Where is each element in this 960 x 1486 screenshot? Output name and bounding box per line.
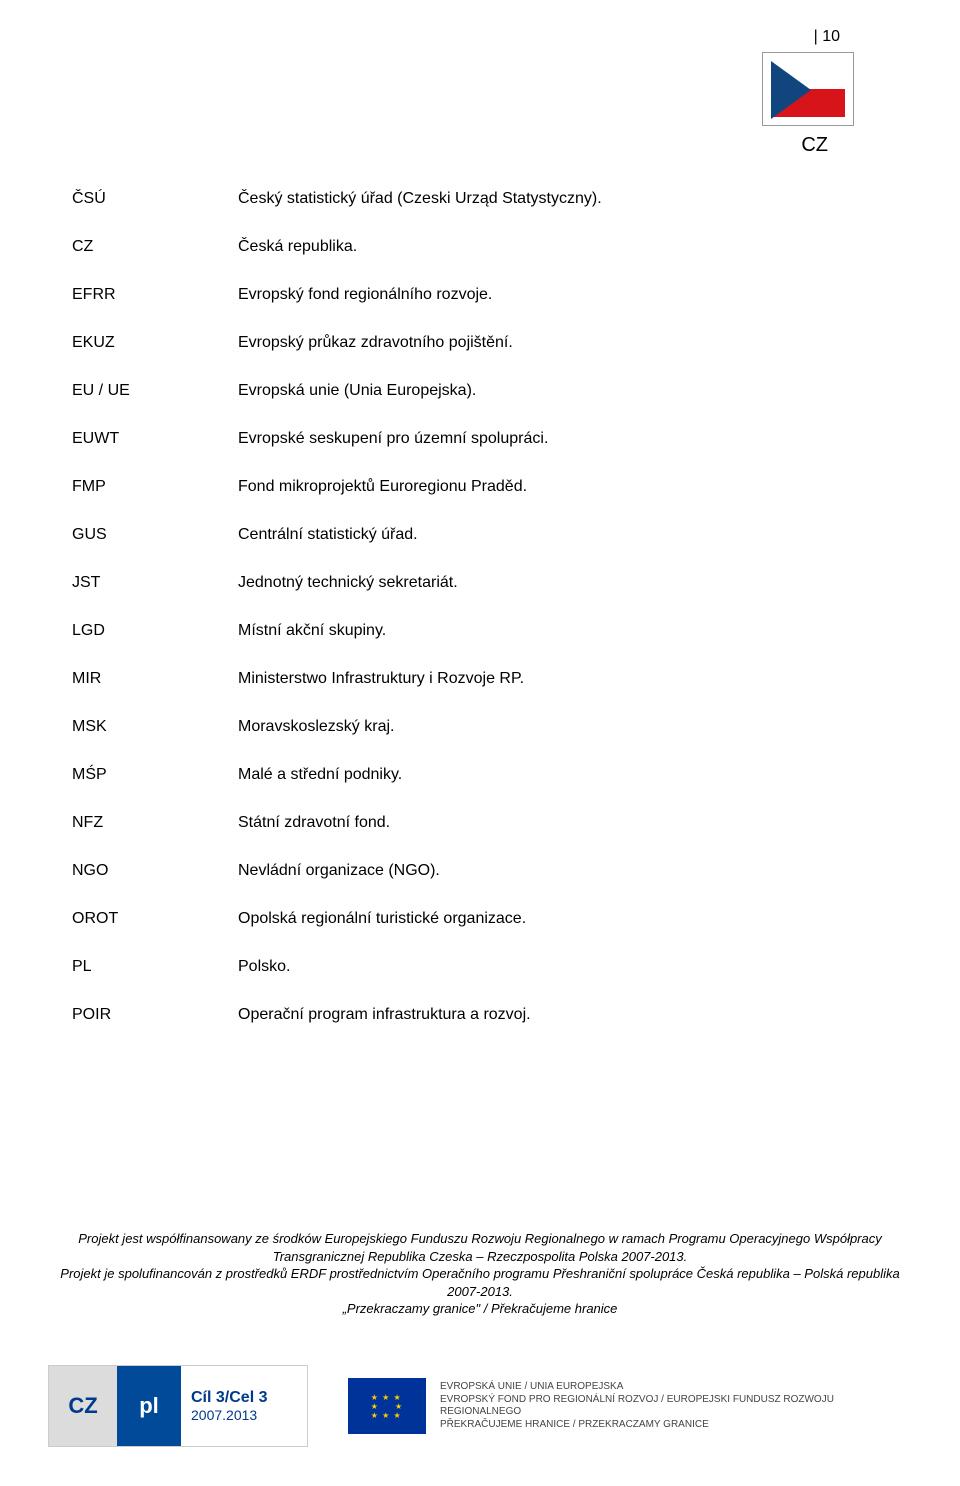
glossary-def: Jednotný technický sekretariát. <box>238 574 888 592</box>
glossary-def: Nevládní organizace (NGO). <box>238 862 888 880</box>
glossary-row: PLPolsko. <box>72 958 888 976</box>
eu-logo-text: EVROPSKÁ UNIE / UNIA EUROPEJSKA EVROPSKÝ… <box>440 1381 910 1431</box>
glossary-row: MSKMoravskoslezský kraj. <box>72 718 888 736</box>
glossary-abbr: MŚP <box>72 766 238 784</box>
glossary-row: ČSÚČeský statistický úřad (Czeski Urząd … <box>72 190 888 208</box>
glossary-def: Fond mikroprojektů Euroregionu Praděd. <box>238 478 888 496</box>
glossary-abbr: EUWT <box>72 430 238 448</box>
eu-flag-icon: ★ ★ ★★ ★★ ★ ★ <box>348 1378 426 1434</box>
glossary-abbr: CZ <box>72 238 238 256</box>
glossary-row: JSTJednotný technický sekretariát. <box>72 574 888 592</box>
program-logo: CZ pl Cíl 3/Cel 3 2007.2013 <box>48 1365 308 1447</box>
glossary-row: LGDMístní akční skupiny. <box>72 622 888 640</box>
glossary-def: Moravskoslezský kraj. <box>238 718 888 736</box>
glossary-row: OROTOpolská regionální turistické organi… <box>72 910 888 928</box>
footer-logos: CZ pl Cíl 3/Cel 3 2007.2013 ★ ★ ★★ ★★ ★ … <box>48 1356 912 1456</box>
glossary-def: Opolská regionální turistické organizace… <box>238 910 888 928</box>
glossary-abbr: EFRR <box>72 286 238 304</box>
glossary-abbr: NFZ <box>72 814 238 832</box>
logo-cil-years: 2007.2013 <box>191 1407 257 1423</box>
glossary-row: NGONevládní organizace (NGO). <box>72 862 888 880</box>
glossary-def: Ministerstwo Infrastruktury i Rozvoje RP… <box>238 670 888 688</box>
glossary-abbr: POIR <box>72 1006 238 1024</box>
glossary-abbr: NGO <box>72 862 238 880</box>
glossary-list: ČSÚČeský statistický úřad (Czeski Urząd … <box>72 190 888 1054</box>
glossary-abbr: EU / UE <box>72 382 238 400</box>
glossary-row: POIROperační program infrastruktura a ro… <box>72 1006 888 1024</box>
glossary-def: Operační program infrastruktura a rozvoj… <box>238 1006 888 1024</box>
logo-pl-part: pl <box>117 1366 181 1446</box>
footer-attribution: Projekt jest współfinansowany ze środków… <box>50 1230 910 1318</box>
glossary-row: EKUZEvropský průkaz zdravotního pojištěn… <box>72 334 888 352</box>
glossary-abbr: LGD <box>72 622 238 640</box>
glossary-row: GUSCentrální statistický úřad. <box>72 526 888 544</box>
glossary-abbr: EKUZ <box>72 334 238 352</box>
glossary-abbr: GUS <box>72 526 238 544</box>
glossary-abbr: PL <box>72 958 238 976</box>
glossary-def: Evropská unie (Unia Europejska). <box>238 382 888 400</box>
czech-flag-icon <box>762 52 854 126</box>
footer-line: Projekt jest współfinansowany ze środków… <box>78 1231 882 1264</box>
glossary-row: EU / UEEvropská unie (Unia Europejska). <box>72 382 888 400</box>
glossary-row: EUWTEvropské seskupení pro územní spolup… <box>72 430 888 448</box>
glossary-row: NFZStátní zdravotní fond. <box>72 814 888 832</box>
glossary-abbr: ČSÚ <box>72 190 238 208</box>
glossary-abbr: JST <box>72 574 238 592</box>
glossary-def: Centrální statistický úřad. <box>238 526 888 544</box>
eu-line: EVROPSKÁ UNIE / UNIA EUROPEJSKA <box>440 1381 623 1392</box>
glossary-def: Malé a střední podniky. <box>238 766 888 784</box>
country-code-label: CZ <box>801 134 828 157</box>
glossary-abbr: MSK <box>72 718 238 736</box>
eu-logo-block: ★ ★ ★★ ★★ ★ ★ EVROPSKÁ UNIE / UNIA EUROP… <box>348 1378 910 1434</box>
glossary-def: Český statistický úřad (Czeski Urząd Sta… <box>238 190 888 208</box>
glossary-abbr: MIR <box>72 670 238 688</box>
glossary-def: Česká republika. <box>238 238 888 256</box>
logo-cil-text: Cíl 3/Cel 3 2007.2013 <box>181 1389 307 1423</box>
glossary-abbr: OROT <box>72 910 238 928</box>
glossary-def: Místní akční skupiny. <box>238 622 888 640</box>
eu-line: EVROPSKÝ FOND PRO REGIONÁLNÍ ROZVOJ / EU… <box>440 1394 834 1418</box>
glossary-def: Evropský průkaz zdravotního pojištění. <box>238 334 888 352</box>
glossary-row: FMPFond mikroprojektů Euroregionu Praděd… <box>72 478 888 496</box>
logo-cz-part: CZ <box>49 1366 117 1446</box>
glossary-row: MIRMinisterstwo Infrastruktury i Rozvoje… <box>72 670 888 688</box>
glossary-abbr: FMP <box>72 478 238 496</box>
glossary-def: Evropské seskupení pro územní spolupráci… <box>238 430 888 448</box>
page-number: | 10 <box>814 28 840 46</box>
glossary-row: CZČeská republika. <box>72 238 888 256</box>
footer-line: Projekt je spolufinancován z prostředků … <box>60 1266 899 1299</box>
footer-line: „Przekraczamy granice" / Překračujeme hr… <box>343 1301 618 1316</box>
glossary-def: Evropský fond regionálního rozvoje. <box>238 286 888 304</box>
logo-cil-bold: Cíl 3/Cel 3 <box>191 1389 267 1406</box>
glossary-row: MŚPMalé a střední podniky. <box>72 766 888 784</box>
eu-line: PŘEKRAČUJEME HRANICE / PRZEKRACZAMY GRAN… <box>440 1419 709 1430</box>
glossary-row: EFRREvropský fond regionálního rozvoje. <box>72 286 888 304</box>
glossary-def: Polsko. <box>238 958 888 976</box>
glossary-def: Státní zdravotní fond. <box>238 814 888 832</box>
